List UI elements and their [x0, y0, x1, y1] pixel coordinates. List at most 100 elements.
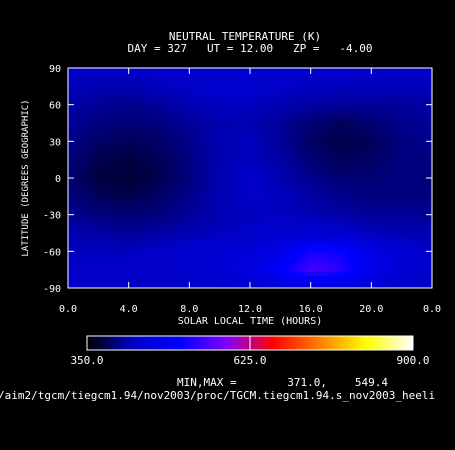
heatmap-cell: [270, 129, 276, 134]
heatmap-cell: [406, 214, 413, 220]
heatmap-cell: [169, 108, 175, 114]
heatmap-cell: [371, 247, 377, 252]
heatmap-cell: [204, 84, 211, 89]
heatmap-cell: [148, 68, 155, 73]
heatmap-cell: [391, 190, 398, 195]
heatmap-cell: [194, 173, 201, 179]
heatmap-cell: [335, 210, 342, 216]
heatmap-cell: [391, 279, 398, 285]
heatmap-cell: [260, 247, 266, 252]
heatmap-cell: [295, 230, 302, 236]
heatmap-cell: [234, 116, 241, 122]
heatmap-cell: [260, 186, 266, 191]
heatmap-cell: [98, 84, 104, 89]
heatmap-cell: [68, 283, 74, 288]
heatmap-cell: [93, 271, 99, 277]
heatmap-cell: [315, 76, 322, 81]
heatmap-cell: [255, 145, 261, 151]
heatmap-cell: [138, 169, 145, 175]
heatmap-cell: [234, 235, 241, 240]
heatmap-cell: [315, 259, 322, 265]
heatmap-cell: [346, 145, 352, 151]
heatmap-cell: [118, 88, 125, 94]
heatmap-cell: [265, 230, 271, 236]
heatmap-cell: [421, 88, 428, 94]
heatmap-cell: [88, 218, 94, 224]
heatmap-cell: [179, 198, 185, 204]
heatmap-cell: [143, 120, 150, 126]
heatmap-cell: [239, 104, 246, 110]
heatmap-cell: [108, 210, 115, 216]
heatmap-cell: [401, 255, 408, 261]
heatmap-cell: [219, 202, 226, 208]
heatmap-cell: [128, 222, 135, 228]
heatmap-cell: [138, 108, 145, 114]
heatmap-cell: [416, 88, 423, 94]
heatmap-cell: [244, 222, 251, 228]
heatmap-cell: [356, 235, 362, 240]
heatmap-cell: [179, 190, 185, 195]
heatmap-cell: [189, 186, 195, 191]
heatmap-cell: [376, 214, 383, 220]
heatmap-cell: [411, 279, 418, 285]
heatmap-cell: [300, 157, 307, 163]
y-tick-label: -30: [43, 211, 61, 222]
heatmap-cell: [103, 108, 110, 114]
heatmap-cell: [204, 165, 211, 171]
heatmap-cell: [361, 210, 367, 216]
heatmap-cell: [214, 153, 221, 159]
heatmap-cell: [265, 68, 271, 73]
heatmap-cell: [325, 100, 332, 106]
heatmap-cell: [169, 251, 175, 256]
heatmap-cell: [391, 210, 398, 216]
heatmap-cell: [411, 137, 418, 142]
heatmap-cell: [356, 202, 362, 208]
heatmap-cell: [421, 259, 428, 265]
heatmap-cell: [138, 186, 145, 191]
heatmap-cell: [356, 108, 362, 114]
heatmap-cell: [219, 247, 226, 252]
heatmap-cell: [346, 259, 352, 265]
heatmap-cell: [118, 112, 125, 118]
heatmap-cell: [421, 129, 428, 134]
heatmap-cell: [184, 173, 190, 179]
heatmap-cell: [250, 283, 256, 288]
heatmap-cell: [234, 198, 241, 204]
heatmap-cell: [335, 194, 342, 199]
heatmap-cell: [275, 165, 281, 171]
heatmap-cell: [189, 222, 195, 228]
heatmap-cell: [103, 100, 110, 106]
heatmap-cell: [113, 84, 120, 89]
heatmap-cell: [260, 214, 266, 220]
heatmap-cell: [118, 133, 125, 138]
x-tick-label: 16.0: [299, 304, 323, 315]
heatmap-cell: [244, 116, 251, 122]
heatmap-cell: [179, 161, 185, 167]
heatmap-cell: [194, 84, 201, 89]
heatmap-cell: [270, 239, 276, 244]
heatmap-cell: [361, 255, 367, 261]
heatmap-cell: [73, 206, 79, 212]
heatmap-cell: [346, 275, 352, 281]
heatmap-cell: [275, 279, 281, 285]
heatmap-cell: [386, 263, 393, 269]
heatmap-cell: [406, 68, 413, 73]
heatmap-cell: [93, 137, 99, 142]
heatmap-cell: [219, 222, 226, 228]
heatmap-cell: [234, 283, 241, 288]
heatmap-cell: [169, 104, 175, 110]
minmax-max: 549.4: [355, 376, 388, 389]
heatmap-cell: [356, 275, 362, 281]
heatmap-cell: [184, 129, 190, 134]
heatmap-cell: [83, 247, 89, 252]
heatmap-cell: [260, 112, 266, 118]
heatmap-cell: [194, 153, 201, 159]
heatmap-cell: [128, 243, 135, 248]
heatmap-cell: [310, 218, 317, 224]
heatmap-cell: [184, 235, 190, 240]
heatmap-cell: [290, 283, 297, 288]
heatmap-cell: [184, 271, 190, 277]
heatmap-cell: [295, 112, 302, 118]
heatmap-cell: [280, 153, 286, 159]
heatmap-cell: [391, 222, 398, 228]
